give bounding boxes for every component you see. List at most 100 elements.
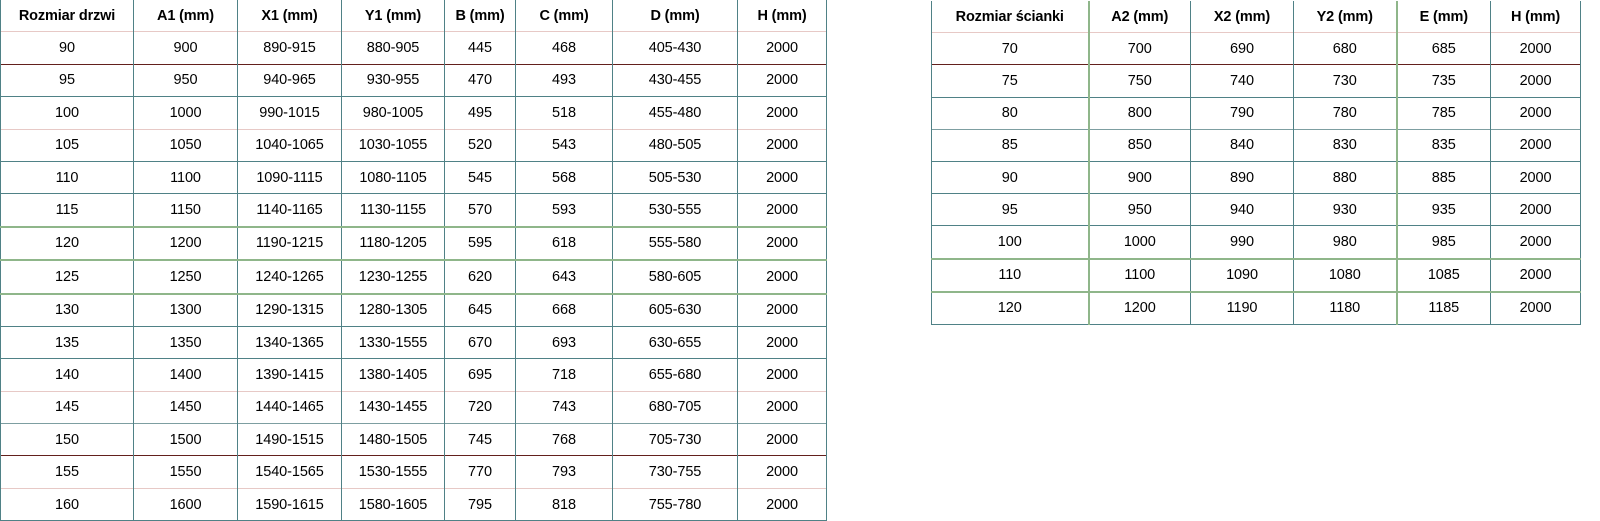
- column-header: H (mm): [1490, 1, 1581, 33]
- table-row: 120 1200 1190-1215 1180-1205 595 618 555-580 20…: [0, 225, 827, 261]
- column-header: Y1 (mm): [341, 0, 445, 32]
- table-cell: 785: [1395, 96, 1491, 130]
- table-cell: 1430-1455: [341, 390, 445, 424]
- table-cell: 2000: [737, 390, 827, 424]
- table-cell: 1330-1555: [341, 325, 445, 359]
- table-header-row: Rozmiar drzwi A1 (mm) X1 (mm) Y1 (mm) B (mm)…: [0, 0, 827, 32]
- table-cell: 595: [444, 225, 516, 261]
- column-header: X1 (mm): [237, 0, 342, 32]
- table-row: 95 950 940-965 930-955 470 493 430-455 2000: [0, 63, 827, 97]
- table-cell: 2000: [737, 63, 827, 97]
- table-cell: 770: [444, 455, 516, 489]
- table-cell: 818: [515, 487, 613, 521]
- table-cell: 693: [515, 325, 613, 359]
- table-cell: 2000: [737, 487, 827, 521]
- table-row: 110 1100 1090 1080 1085 2000: [931, 257, 1581, 292]
- table-cell: 1490-1515: [237, 423, 342, 456]
- table-row: 80 800 790 780 785 2000: [931, 96, 1581, 130]
- table-cell: 718: [515, 358, 613, 392]
- table-cell: 695: [444, 358, 516, 392]
- table-cell: 85: [931, 128, 1090, 162]
- table-cell: 70: [931, 32, 1090, 65]
- table-cell: 1500: [133, 423, 238, 456]
- table-row: 125 1250 1240-1265 1230-1255 620 643 580-605 20…: [0, 259, 827, 294]
- wall-size-table-body: 70 700 690 680 685 2000 75 750 740 730 735 2000 80 80…: [931, 32, 1581, 325]
- table-cell: 850: [1087, 128, 1191, 162]
- table-cell: 880: [1293, 160, 1398, 194]
- table-row: 115 1150 1140-1165 1130-1155 570 593 530-555 20…: [0, 193, 827, 227]
- table-cell: 520: [444, 128, 516, 162]
- table-cell: 680-705: [612, 390, 738, 424]
- table-row: 150 1500 1490-1515 1480-1505 745 768 705-730 20…: [0, 423, 827, 456]
- table-cell: 1085: [1395, 257, 1491, 292]
- table-cell: 95: [0, 63, 134, 97]
- table-cell: 1030-1055: [341, 128, 445, 162]
- table-cell: 890-915: [237, 31, 342, 65]
- table-cell: 618: [515, 225, 613, 261]
- table-cell: 2000: [737, 259, 827, 294]
- table-cell: 720: [444, 390, 516, 424]
- table-cell: 755-780: [612, 487, 738, 521]
- table-cell: 1530-1555: [341, 455, 445, 489]
- table-cell: 1090-1115: [237, 160, 342, 194]
- table-cell: 2000: [1490, 290, 1581, 325]
- door-size-table: Rozmiar drzwi A1 (mm) X1 (mm) Y1 (mm) B (mm)…: [0, 0, 827, 521]
- table-cell: 900: [1087, 160, 1191, 194]
- table-cell: 2000: [1490, 64, 1581, 98]
- table-cell: 1380-1405: [341, 358, 445, 392]
- table-cell: 940: [1190, 193, 1294, 226]
- table-cell: 1300: [133, 292, 238, 327]
- table-cell: 80: [931, 96, 1090, 130]
- table-cell: 685: [1395, 32, 1491, 65]
- table-row: 160 1600 1590-1615 1580-1605 795 818 755-780 20…: [0, 487, 827, 521]
- table-cell: 668: [515, 292, 613, 327]
- table-row: 155 1550 1540-1565 1530-1555 770 793 730-755 20…: [0, 455, 827, 489]
- table-cell: 1540-1565: [237, 455, 342, 489]
- table-cell: 740: [1190, 64, 1294, 98]
- table-row: 90 900 890-915 880-905 445 468 405-430 2000: [0, 31, 827, 65]
- table-cell: 990: [1190, 225, 1294, 259]
- table-cell: 495: [444, 96, 516, 130]
- table-row: 70 700 690 680 685 2000: [931, 32, 1581, 65]
- table-cell: 900: [133, 31, 238, 65]
- table-cell: 950: [133, 63, 238, 97]
- table-cell: 630-655: [612, 325, 738, 359]
- table-cell: 1090: [1190, 257, 1294, 292]
- table-cell: 2000: [737, 358, 827, 392]
- table-cell: 840: [1190, 128, 1294, 162]
- table-cell: 2000: [737, 292, 827, 327]
- table-cell: 1000: [133, 96, 238, 130]
- table-cell: 470: [444, 63, 516, 97]
- table-cell: 75: [931, 64, 1090, 98]
- table-row: 100 1000 990 980 985 2000: [931, 225, 1581, 259]
- table-cell: 980-1005: [341, 96, 445, 130]
- table-cell: 1230-1255: [341, 259, 445, 294]
- table-cell: 2000: [737, 225, 827, 261]
- table-cell: 555-580: [612, 225, 738, 261]
- table-cell: 620: [444, 259, 516, 294]
- table-cell: 2000: [1490, 160, 1581, 194]
- table-row: 95 950 940 930 935 2000: [931, 193, 1581, 226]
- table-cell: 930: [1293, 193, 1398, 226]
- table-cell: 2000: [737, 160, 827, 194]
- column-header: X2 (mm): [1190, 1, 1294, 33]
- table-cell: 1250: [133, 259, 238, 294]
- table-cell: 125: [0, 259, 134, 294]
- table-cell: 2000: [737, 423, 827, 456]
- table-row: 110 1100 1090-1115 1080-1105 545 568 505-530 20…: [0, 160, 827, 194]
- table-cell: 2000: [1490, 128, 1581, 162]
- column-header: H (mm): [737, 0, 827, 32]
- table-cell: 2000: [737, 96, 827, 130]
- table-cell: 570: [444, 193, 516, 227]
- table-cell: 150: [0, 423, 134, 456]
- column-header: Rozmiar drzwi: [0, 0, 134, 32]
- table-cell: 543: [515, 128, 613, 162]
- table-row: 135 1350 1340-1365 1330-1555 670 693 630-655 20…: [0, 325, 827, 359]
- table-cell: 2000: [737, 325, 827, 359]
- table-cell: 2000: [1490, 32, 1581, 65]
- table-cell: 680: [1293, 32, 1398, 65]
- column-header: D (mm): [612, 0, 738, 32]
- table-cell: 1140-1165: [237, 193, 342, 227]
- table-row: 85 850 840 830 835 2000: [931, 128, 1581, 162]
- door-size-table-body: 90 900 890-915 880-905 445 468 405-430 2000 95 95…: [0, 31, 827, 521]
